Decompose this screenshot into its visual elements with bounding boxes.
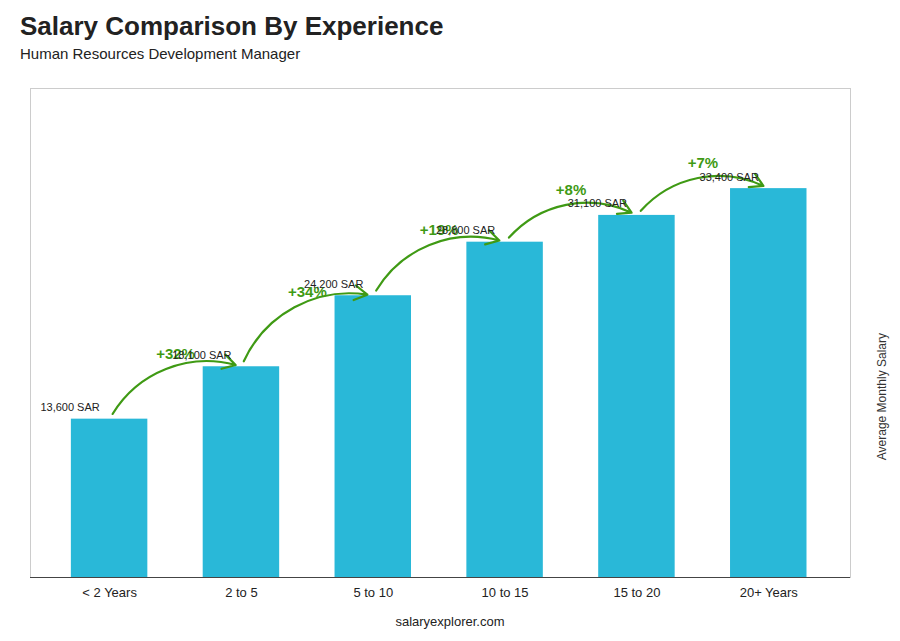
- svg-text:+7%: +7%: [688, 154, 718, 171]
- html-text:Salary Comparison By Experienc: Salary Comparison By Experience: [20, 11, 444, 41]
- svg-text:2 to 5: 2 to 5: [225, 585, 258, 600]
- svg-text:+34%: +34%: [288, 283, 327, 301]
- svg-text:31,100 SAR: 31,100 SAR: [568, 197, 627, 209]
- svg-text:10 to 15: 10 to 15: [482, 585, 529, 600]
- svg-text:28,800 SAR: 28,800 SAR: [436, 224, 495, 236]
- svg-text:< 2 Years: < 2 Years: [82, 585, 137, 600]
- html-text:Human Resources Development Ma: Human Resources Development Manager: [20, 45, 301, 62]
- svg-text:Average Monthly Salary: Average Monthly Salary: [875, 333, 889, 460]
- html-text:salaryexplorer.com: salaryexplorer.com: [395, 614, 505, 629]
- svg-text:33,400 SAR: 33,400 SAR: [700, 171, 759, 183]
- svg-text:20+ Years: 20+ Years: [740, 585, 799, 600]
- svg-text:18,100 SAR: 18,100 SAR: [172, 349, 231, 361]
- svg-text:13,600 SAR: 13,600 SAR: [40, 401, 99, 413]
- svg-text:15 to 20: 15 to 20: [613, 585, 660, 600]
- svg-text:24,200 SAR: 24,200 SAR: [304, 278, 363, 290]
- svg-text:5 to 10: 5 to 10: [353, 585, 393, 600]
- svg-text:+8%: +8%: [556, 181, 586, 198]
